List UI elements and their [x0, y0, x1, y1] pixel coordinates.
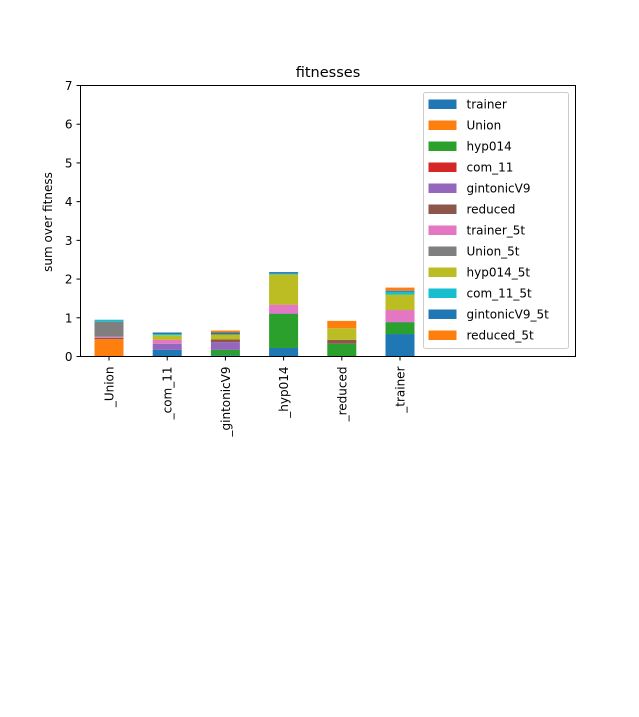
y-tick-label: 3 [65, 234, 73, 248]
bar-segment-trainer-hyp014 [269, 347, 299, 357]
bar-segment-hyp014-hyp014 [269, 313, 299, 348]
x-axis: _Union _com_11 _gintonicV9 _hyp014 _reduced _… [103, 356, 408, 438]
legend-box [423, 92, 569, 349]
bar-segment-hyp014-5t-hyp014 [269, 274, 299, 305]
plot-area-frame [80, 85, 576, 357]
bars-layer [94, 272, 415, 357]
bar-segment-reduced-5t-gintonicV9 [210, 330, 240, 333]
bar-segment-gintonicV9-5t-hyp014 [269, 272, 299, 274]
bar-segment-gintonicV9-trainer [385, 321, 415, 323]
bar-segment-hyp014-5t-gintonicV9 [210, 334, 240, 340]
y-tick-label: 4 [65, 195, 73, 209]
legend-swatch-gintonicV9-5t [428, 309, 457, 319]
legend-swatch-hyp014 [428, 141, 457, 151]
legend-swatch-com-11-5t [428, 288, 457, 298]
legend-label-hyp014-5t: hyp014_5t [467, 266, 531, 280]
bar-segment-hyp014-gintonicV9 [210, 349, 240, 356]
legend-swatch-trainer [428, 99, 457, 109]
bar-segment-reduced-5t-reduced [327, 320, 357, 329]
bar-segment-hyp014-5t-reduced [327, 328, 357, 340]
legend-swatch-trainer-5t [428, 225, 457, 235]
legend-label-com-11: com_11 [467, 161, 514, 175]
x-tick-label: _com_11 [161, 367, 175, 421]
legend-label-gintonicV9-5t: gintonicV9_5t [467, 308, 550, 322]
legend-label-com-11-5t: com_11_5t [467, 287, 533, 301]
y-tick-label: 7 [65, 79, 73, 93]
bar-segment-trainer-5t-Union [94, 336, 124, 338]
legend-swatch-Union-5t [428, 246, 457, 256]
y-axis-label: sum over fitness [41, 172, 55, 272]
bar-segment-trainer-com-11 [152, 349, 182, 357]
bar-segment-hyp014-trainer [385, 322, 415, 335]
legend: trainer Union hyp014 com_11 gintonicV9 reduce… [423, 92, 569, 349]
bar-segment-gintonicV9-com-11 [152, 343, 182, 350]
legend-swatch-gintonicV9 [428, 183, 457, 193]
x-tick-label: _Union [103, 367, 117, 409]
bar-segment-gintonicV9-gintonicV9 [210, 342, 240, 350]
bar-segment-gintonicV9-5t-trainer [385, 290, 415, 292]
y-tick-label: 2 [65, 273, 73, 287]
chart-title: fitnesses [296, 65, 361, 81]
bar-segment-gintonicV9-5t-gintonicV9 [210, 332, 240, 335]
legend-label-trainer-5t: trainer_5t [467, 224, 526, 238]
bar-segment-Union-5t-Union [94, 321, 124, 337]
bar-segment-Union-Union [94, 339, 124, 357]
bar-segment-com-11-5t-trainer [385, 291, 415, 295]
bar-segment-trainer-gintonicV9 [210, 355, 240, 357]
legend-label-hyp014: hyp014 [467, 140, 512, 154]
legend-swatch-reduced [428, 204, 457, 214]
y-tick-label: 5 [65, 156, 73, 170]
bar-segment-trainer-5t-trainer [385, 310, 415, 322]
legend-label-gintonicV9: gintonicV9 [467, 182, 531, 196]
x-tick-label: _gintonicV9 [219, 367, 233, 438]
y-tick-label: 0 [65, 350, 73, 364]
legend-swatch-reduced-5t [428, 330, 457, 340]
bar-segment-gintonicV9-hyp014 [269, 313, 299, 314]
y-axis: 0 1 2 3 4 5 6 7 [65, 79, 81, 364]
legend-label-Union-5t: Union_5t [467, 245, 520, 259]
x-tick-label: _hyp014 [277, 367, 291, 419]
legend-swatch-com-11 [428, 162, 457, 172]
legend-swatch-hyp014-5t [428, 267, 457, 277]
bar-segment-gintonicV9-5t-com-11 [152, 332, 182, 335]
x-tick-label: _reduced [335, 367, 349, 423]
y-tick-label: 6 [65, 118, 73, 132]
legend-label-Union: Union [467, 119, 502, 133]
bar-segment-reduced-5t-trainer [385, 287, 415, 291]
bar-segment-hyp014-5t-com-11 [152, 335, 182, 340]
bar-segment-com-11-5t-Union [94, 319, 124, 322]
bar-segment-reduced-reduced [327, 339, 357, 344]
legend-swatch-Union [428, 120, 457, 130]
bar-segment-com-11-5t-hyp014 [269, 273, 299, 275]
bar-segment-trainer-trainer [385, 334, 415, 357]
bar-segment-trainer-5t-com-11 [152, 339, 182, 344]
bar-segment-com-11-5t-com-11 [152, 334, 182, 336]
bar-segment-reduced-Union [94, 337, 124, 340]
bar-segment-hyp014-reduced [327, 343, 357, 357]
x-tick-label: _trainer [394, 366, 408, 413]
y-tick-label: 1 [65, 311, 73, 325]
bar-segment-hyp014-5t-trainer [385, 294, 415, 311]
legend-label-trainer: trainer [467, 98, 507, 112]
bar-segment-reduced-gintonicV9 [210, 339, 240, 343]
legend-label-reduced: reduced [467, 203, 516, 217]
legend-label-reduced-5t: reduced_5t [467, 329, 535, 343]
bar-segment-trainer-5t-hyp014 [269, 304, 299, 314]
